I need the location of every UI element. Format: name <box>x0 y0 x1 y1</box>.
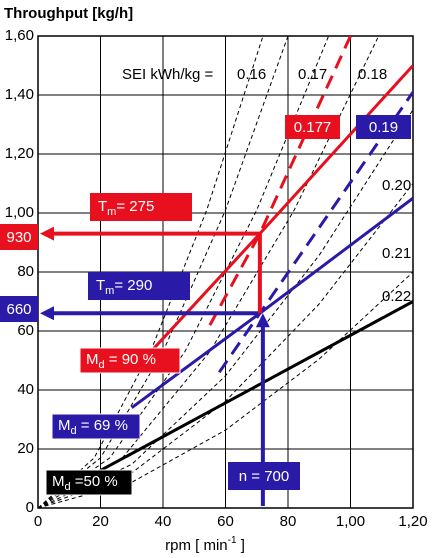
label-subscript: d <box>71 425 77 437</box>
label-symbol: M <box>58 417 71 434</box>
x-tick-label: 1,20 <box>398 513 427 530</box>
label-subscript: m <box>105 285 114 297</box>
sei-box <box>285 115 340 139</box>
x-tick-label: 80 <box>280 513 297 530</box>
y-tick-label: 1,40 <box>5 86 34 103</box>
torque-box <box>90 193 192 221</box>
label-text: =50 % <box>71 473 118 490</box>
sei-label: 0.20 <box>382 177 411 194</box>
arrow-head <box>40 226 54 241</box>
y-tick-label: 40 <box>17 381 34 398</box>
label-subscript: d <box>65 481 71 493</box>
sei-box <box>356 115 411 139</box>
sei-box-label: 0.19 <box>369 119 398 136</box>
torque-box <box>51 413 141 440</box>
label-symbol: M <box>52 473 65 490</box>
sub-label: Md =50 % <box>52 473 118 493</box>
x-axis-title-suffix: ] <box>237 537 245 554</box>
x-axis-title-sup: -1 <box>228 535 237 546</box>
label-text: = 275 <box>116 198 154 215</box>
sei-label: 0.21 <box>382 245 411 262</box>
y-tick-label: 60 <box>17 322 34 339</box>
label-text: = 69 % <box>77 417 128 434</box>
label-symbol: M <box>86 351 99 368</box>
label-text: = 90 % <box>105 351 156 368</box>
y-tick-label: 1,00 <box>5 204 34 221</box>
x-tick-label: 20 <box>92 513 109 530</box>
value-label: 660 <box>6 301 31 318</box>
sei-curve <box>38 109 413 508</box>
x-axis-title-text: rpm [ min <box>165 537 228 554</box>
x-tick-label: 60 <box>217 513 234 530</box>
torque-box <box>79 347 181 374</box>
speed-label: n = 700 <box>239 468 289 485</box>
x-tick-label: 1,00 <box>336 513 365 530</box>
label-symbol: T <box>96 277 105 294</box>
x-tick-label: 40 <box>155 513 172 530</box>
label-text: = 290 <box>114 277 152 294</box>
x-axis-title: rpm [ min-1 ] <box>165 535 245 554</box>
value-label: 930 <box>6 229 31 246</box>
sei-header: SEI kWh/kg = <box>122 66 214 83</box>
y-tick-label: 0 <box>26 499 34 516</box>
sei-box-label: 0.177 <box>294 119 332 136</box>
x-tick-label: 0 <box>34 513 42 530</box>
arrow-head <box>255 313 270 328</box>
torque-box <box>45 469 133 496</box>
sei-label: 0.18 <box>358 66 387 83</box>
sub-label: Md = 90 % <box>86 351 156 371</box>
label-subscript: d <box>99 359 105 371</box>
sei-label: 0.17 <box>298 66 327 83</box>
y-tick-label: 1,20 <box>5 145 34 162</box>
torque-box <box>88 272 190 300</box>
sei-label: 0.16 <box>237 66 266 83</box>
label-symbol: T <box>98 198 107 215</box>
y-axis-title: Throughput [kg/h] <box>4 5 133 22</box>
sub-label: Tm= 290 <box>96 277 152 297</box>
sub-label: Tm= 275 <box>98 198 154 218</box>
arrow-head <box>40 306 54 321</box>
speed-box <box>228 462 300 490</box>
dashed-line <box>208 36 352 326</box>
sub-label: Md = 69 % <box>58 417 128 437</box>
value-box <box>0 296 38 322</box>
y-tick-label: 20 <box>17 440 34 457</box>
sei-label: 0.22 <box>382 288 411 305</box>
y-tick-label: 80 <box>17 263 34 280</box>
label-subscript: m <box>107 206 116 218</box>
y-tick-label: 1,60 <box>5 27 34 44</box>
value-box <box>0 224 38 250</box>
line <box>68 300 413 489</box>
